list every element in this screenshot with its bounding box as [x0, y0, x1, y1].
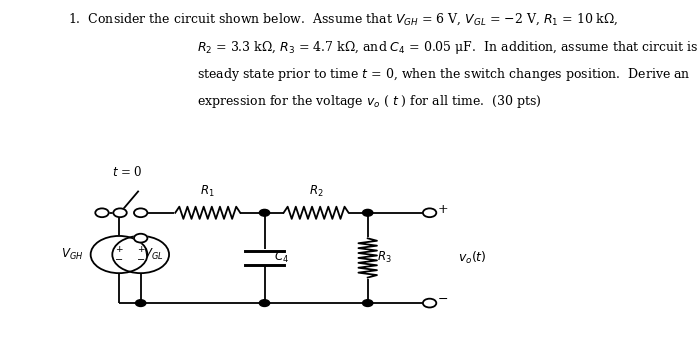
Text: +: +	[438, 203, 448, 216]
Circle shape	[259, 209, 270, 216]
Text: 1.  Consider the circuit shown below.  Assume that $V_{GH}$ = 6 V, $V_{GL}$ = −2: 1. Consider the circuit shown below. Ass…	[69, 12, 619, 27]
Circle shape	[363, 300, 373, 307]
Text: $R_3$: $R_3$	[377, 250, 392, 266]
Circle shape	[423, 208, 436, 217]
Text: −: −	[136, 256, 145, 265]
Text: $V_{GL}$: $V_{GL}$	[144, 247, 164, 262]
Text: $t$ = 0: $t$ = 0	[113, 165, 143, 179]
Text: $R_1$: $R_1$	[200, 183, 215, 198]
Text: expression for the voltage $v_o$ ( $t$ ) for all time.  (30 pts): expression for the voltage $v_o$ ( $t$ )…	[197, 93, 542, 110]
Circle shape	[363, 209, 373, 216]
Circle shape	[134, 208, 148, 217]
Circle shape	[113, 208, 127, 217]
Text: $V_{GH}$: $V_{GH}$	[60, 247, 83, 262]
Text: $R_2$ = 3.3 kΩ, $R_3$ = 4.7 kΩ, and $C_4$ = 0.05 μF.  In addition, assume that c: $R_2$ = 3.3 kΩ, $R_3$ = 4.7 kΩ, and $C_4…	[197, 39, 700, 56]
Text: −: −	[438, 293, 448, 306]
Text: −: −	[115, 256, 123, 265]
Text: $v_o(t)$: $v_o(t)$	[458, 250, 486, 266]
Text: steady state prior to time $t$ = 0, when the switch changes position.  Derive an: steady state prior to time $t$ = 0, when…	[197, 66, 691, 83]
Text: +: +	[116, 244, 122, 254]
Text: $R_2$: $R_2$	[309, 183, 323, 198]
Circle shape	[134, 234, 148, 242]
Circle shape	[136, 300, 146, 307]
Circle shape	[423, 299, 436, 308]
Circle shape	[259, 300, 270, 307]
Text: +: +	[137, 244, 144, 254]
Text: $C_4$: $C_4$	[274, 250, 289, 266]
Circle shape	[95, 208, 108, 217]
